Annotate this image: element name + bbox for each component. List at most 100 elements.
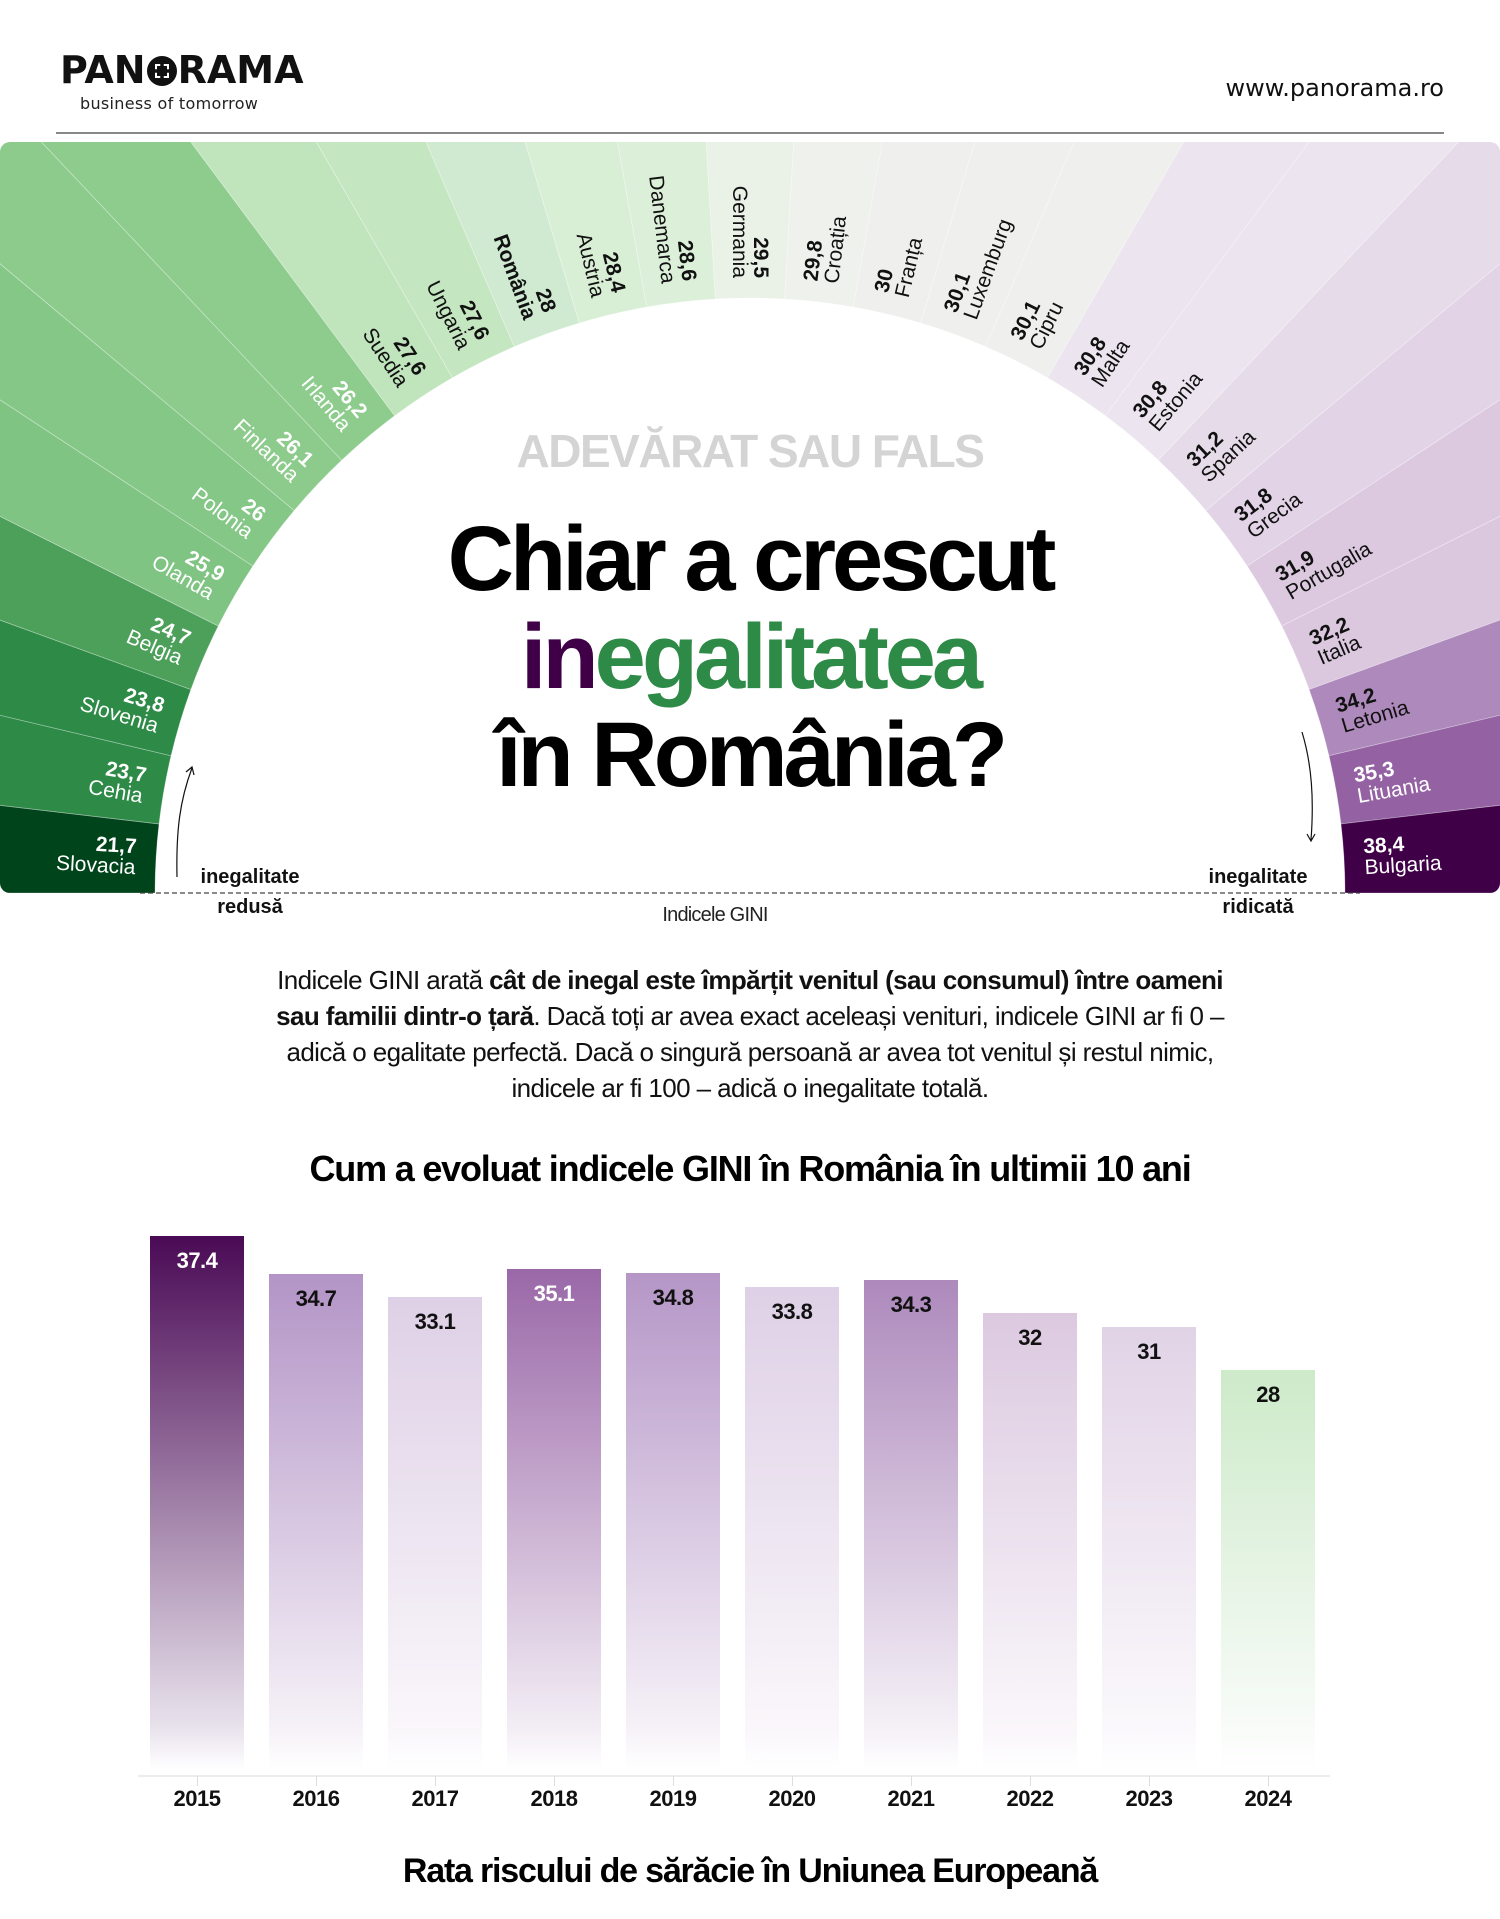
svg-text:28,6: 28,6: [673, 239, 701, 282]
fan-sector-suedia: [0, 142, 454, 417]
bar-value-label: 32: [1018, 1325, 1042, 1350]
svg-text:Slovacia: Slovacia: [56, 852, 137, 880]
fan-sector-cipru: [985, 142, 1451, 379]
fan-sector-malta: [1046, 142, 1500, 417]
fan-sector-estonia: [1104, 142, 1500, 461]
fan-sector-italia: [1281, 264, 1500, 691]
gini-axis-label: Indicele GINI: [662, 904, 768, 926]
bar-2023: 31: [1102, 1327, 1196, 1770]
x-axis-year-label: 2016: [292, 1786, 340, 1811]
x-axis-year-label: 2022: [1006, 1786, 1054, 1811]
arrow-down-right-icon: [1301, 731, 1313, 841]
gini-fan-chart: 21,7Slovacia23,7Cehia23,8Slovenia24,7Bel…: [0, 142, 1500, 894]
fan-sector-bulgaria: [1340, 730, 1500, 893]
fan-sector-spania: [1157, 142, 1500, 512]
bar-2024: 28: [1221, 1370, 1315, 1770]
header-divider: [56, 132, 1444, 134]
gini-romania-bar-chart: 37.4 34.7 33.1 35.1 34.8 33.8 34.3 32 31 28: [140, 1190, 1330, 1770]
arrow-up-left-head-icon: [185, 765, 195, 776]
bar-value-label: 35.1: [533, 1281, 575, 1306]
title-line-3: în România?: [495, 704, 1008, 806]
title-highlight-in: in: [520, 606, 599, 708]
title-highlight-egalitatea: egalitatea: [594, 606, 983, 708]
explainer-bold: cât de inegal este împărțit venitul (sau…: [276, 965, 1223, 1031]
fan-sector-grecia: [1205, 142, 1500, 567]
x-axis-year-label: 2021: [887, 1786, 935, 1811]
fan-sector-irlanda: [0, 142, 396, 461]
svg-text:38,4: 38,4: [1363, 833, 1405, 858]
x-axis-year-label: 2020: [768, 1786, 816, 1811]
bar-2021: 34.3: [864, 1280, 958, 1770]
bar-value-label: 28: [1256, 1382, 1280, 1407]
fan-sector-slovenia: [0, 413, 192, 757]
x-axis-tick: [1149, 1776, 1150, 1786]
x-axis-tick: [911, 1776, 912, 1786]
fan-sector-polonia: [0, 142, 295, 567]
bar-value-label: 34.3: [890, 1292, 932, 1317]
fan-sector-lituania: [1328, 569, 1500, 825]
explainer-text-1: Indicele GINI arată: [277, 965, 490, 995]
svg-text:29,8: 29,8: [800, 239, 828, 283]
fan-sector-românia: [194, 142, 580, 348]
fan-sector-olanda: [0, 142, 254, 627]
fan-sector-belgia: [0, 264, 219, 691]
bar-2016: 34.7: [269, 1274, 363, 1770]
explainer-text-2: . Dacă toți ar avea exact aceleași venit…: [286, 1001, 1224, 1103]
svg-text:Germania: Germania: [728, 186, 751, 279]
low-inequality-line2: redusă: [217, 896, 283, 918]
logo-tagline: business of tomorrow: [80, 94, 259, 113]
fan-sector-finlanda: [0, 142, 343, 512]
bar-value-label: 34.8: [652, 1285, 694, 1310]
x-axis-tick: [316, 1776, 317, 1786]
x-axis-year-label: 2023: [1125, 1786, 1173, 1811]
low-inequality-label: inegalitate redusă: [180, 862, 320, 922]
x-axis-year-label: 2015: [173, 1786, 221, 1811]
fan-sector-slovacia: [0, 730, 160, 893]
x-axis-tick: [554, 1776, 555, 1786]
x-axis-year-label: 2018: [530, 1786, 578, 1811]
bar-2018: 35.1: [507, 1269, 601, 1770]
fan-sector-danemarca: [506, 142, 716, 308]
svg-text:21,7: 21,7: [95, 833, 137, 858]
bar-value-label: 33.1: [414, 1309, 456, 1334]
high-inequality-line2: ridicată: [1222, 896, 1294, 918]
title-line-1: Chiar a crescut: [447, 508, 1057, 610]
fan-sector-letonia: [1308, 413, 1500, 757]
bar-value-label: 37.4: [176, 1248, 218, 1273]
fan-sector-luxemburg: [920, 142, 1306, 348]
site-url-link[interactable]: www.panorama.ro: [1225, 74, 1444, 102]
x-axis-tick: [197, 1776, 198, 1786]
bar-value-label: 34.7: [295, 1286, 337, 1311]
panorama-logo[interactable]: PAN RAMA business of tomorrow: [60, 50, 303, 113]
high-inequality-label: inegalitate ridicată: [1188, 862, 1328, 922]
svg-text:29,5: 29,5: [749, 237, 772, 278]
svg-text:30: 30: [870, 267, 898, 295]
logo-wordmark: PAN RAMA: [60, 48, 304, 92]
fan-sector-germania: [668, 142, 832, 300]
x-axis-tick: [435, 1776, 436, 1786]
fan-sector-cehia: [0, 569, 172, 825]
logo-focus-icon: [146, 56, 177, 86]
bar-value-label: 33.8: [771, 1299, 813, 1324]
bar-2020: 33.8: [745, 1287, 839, 1770]
svg-text:Bulgaria: Bulgaria: [1364, 852, 1443, 879]
fan-sector-franța: [852, 142, 1153, 324]
bar-value-label: 31: [1137, 1339, 1161, 1364]
x-axis-tick: [1030, 1776, 1031, 1786]
gini-explainer-paragraph: Indicele GINI arată cât de inegal este î…: [260, 962, 1240, 1106]
x-axis-year-label: 2024: [1244, 1786, 1292, 1811]
bar-2017: 33.1: [388, 1297, 482, 1770]
page-title: Chiar a crescut inegalitatea în România?: [0, 510, 1500, 804]
x-axis-year-label: 2019: [649, 1786, 697, 1811]
bar-chart-baseline: [138, 1775, 1330, 1777]
x-axis-tick: [673, 1776, 674, 1786]
x-axis-tick: [1268, 1776, 1269, 1786]
fan-sector-ungaria: [49, 142, 515, 379]
bar-2022: 32: [983, 1313, 1077, 1770]
arrow-up-left-icon: [176, 767, 193, 878]
arrow-down-right-head-icon: [1306, 833, 1316, 843]
x-axis-tick: [792, 1776, 793, 1786]
